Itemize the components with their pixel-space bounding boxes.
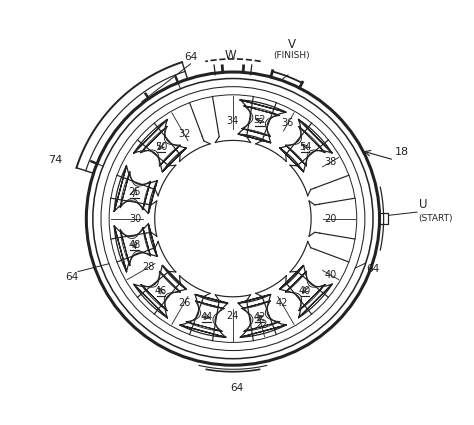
Text: 50: 50 [155,142,167,152]
Text: 20: 20 [325,214,337,224]
Text: 24: 24 [227,312,239,321]
Text: 28: 28 [142,263,155,272]
Text: 42: 42 [275,298,288,308]
Text: W: W [225,48,237,62]
Text: 44: 44 [201,312,213,322]
Text: 22: 22 [255,320,268,330]
Text: 25: 25 [128,187,141,197]
Text: 40: 40 [324,270,337,280]
Text: (START): (START) [419,214,453,223]
Text: 36: 36 [282,119,294,128]
Text: 64: 64 [366,264,380,274]
Text: 40: 40 [299,286,311,296]
Text: 38: 38 [324,157,337,167]
Text: 32: 32 [178,129,190,139]
Text: V: V [288,38,296,51]
Text: 26: 26 [178,298,190,308]
Text: 30: 30 [129,214,141,224]
Text: 64: 64 [230,383,244,393]
Text: 52: 52 [253,115,265,125]
Text: 48: 48 [128,240,141,250]
Text: 42: 42 [253,312,265,322]
Text: (FINISH): (FINISH) [273,51,310,60]
Text: 74: 74 [48,155,63,165]
Text: 18: 18 [395,147,410,157]
Text: U: U [419,198,427,211]
Text: 54: 54 [299,142,311,152]
Text: 46: 46 [155,286,167,296]
Text: 64: 64 [184,52,197,62]
Text: 34: 34 [227,116,239,126]
Text: 64: 64 [65,272,78,282]
